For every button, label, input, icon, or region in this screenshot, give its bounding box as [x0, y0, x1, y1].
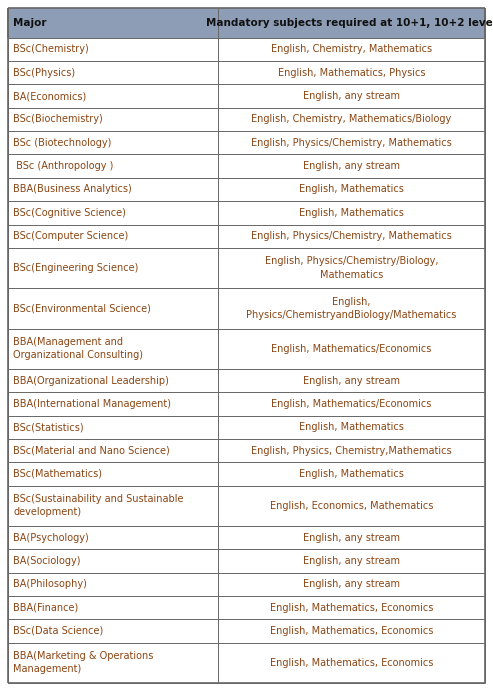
Text: BBA(Finance): BBA(Finance) [13, 603, 78, 613]
Bar [8, 619, 485, 643]
Text: English, Physics/Chemistry/Biology,
Mathematics: English, Physics/Chemistry/Biology, Math… [265, 256, 438, 280]
Text: BSc(Environmental Science): BSc(Environmental Science) [13, 303, 151, 313]
Bar [8, 61, 485, 84]
Bar [8, 225, 485, 248]
Text: English, Mathematics: English, Mathematics [299, 469, 404, 479]
Bar [8, 131, 485, 155]
Text: English, any stream: English, any stream [303, 375, 400, 386]
Bar [8, 288, 485, 328]
Text: English, Mathematics: English, Mathematics [299, 184, 404, 194]
Text: Mandatory subjects required at 10+1, 10+2 level: Mandatory subjects required at 10+1, 10+… [206, 18, 493, 28]
Text: BSc (Anthropology ): BSc (Anthropology ) [13, 161, 113, 171]
Bar [8, 462, 485, 486]
Text: English,
Physics/ChemistryandBiology/Mathematics: English, Physics/ChemistryandBiology/Mat… [246, 296, 457, 320]
Text: BSc(Chemistry): BSc(Chemistry) [13, 44, 89, 55]
Text: English, Chemistry, Mathematics: English, Chemistry, Mathematics [271, 44, 432, 55]
Bar [8, 643, 485, 683]
Text: English, any stream: English, any stream [303, 579, 400, 589]
Text: BSc (Biotechnology): BSc (Biotechnology) [13, 138, 111, 148]
Text: BSc(Biochemistry): BSc(Biochemistry) [13, 115, 103, 124]
Bar [8, 201, 485, 225]
Bar [8, 38, 485, 61]
Text: English, Mathematics, Economics: English, Mathematics, Economics [270, 603, 433, 613]
Bar [8, 526, 485, 549]
Text: BBA(International Management): BBA(International Management) [13, 399, 171, 409]
Bar [8, 248, 485, 288]
Text: English, any stream: English, any stream [303, 91, 400, 101]
Text: English, Chemistry, Mathematics/Biology: English, Chemistry, Mathematics/Biology [251, 115, 452, 124]
Bar [8, 178, 485, 201]
Text: English, Mathematics: English, Mathematics [299, 422, 404, 433]
Text: BA(Economics): BA(Economics) [13, 91, 86, 101]
Text: English, any stream: English, any stream [303, 161, 400, 171]
Bar [8, 84, 485, 108]
Text: BSc(Data Science): BSc(Data Science) [13, 626, 103, 636]
Text: BSc(Material and Nano Science): BSc(Material and Nano Science) [13, 446, 170, 455]
Text: English, Mathematics, Economics: English, Mathematics, Economics [270, 658, 433, 668]
Bar [8, 486, 485, 526]
Bar [8, 415, 485, 439]
Text: English, Economics, Mathematics: English, Economics, Mathematics [270, 501, 433, 511]
Text: BBA(Business Analytics): BBA(Business Analytics) [13, 184, 132, 194]
Text: English, any stream: English, any stream [303, 533, 400, 542]
Bar [8, 108, 485, 131]
Text: English, Mathematics, Economics: English, Mathematics, Economics [270, 626, 433, 636]
Text: English, Physics, Chemistry,Mathematics: English, Physics, Chemistry,Mathematics [251, 446, 452, 455]
Text: English, Mathematics, Physics: English, Mathematics, Physics [278, 68, 425, 78]
Text: Major: Major [13, 18, 46, 28]
Text: English, Physics/Chemistry, Mathematics: English, Physics/Chemistry, Mathematics [251, 231, 452, 241]
Text: BSc(Cognitive Science): BSc(Cognitive Science) [13, 208, 126, 218]
Text: BA(Philosophy): BA(Philosophy) [13, 579, 87, 589]
Bar [8, 549, 485, 573]
Text: BSc(Engineering Science): BSc(Engineering Science) [13, 263, 139, 273]
Bar [8, 573, 485, 596]
Text: English, Mathematics/Economics: English, Mathematics/Economics [271, 343, 432, 354]
Text: English, Mathematics/Economics: English, Mathematics/Economics [271, 399, 432, 409]
Bar [8, 8, 485, 38]
Bar [8, 439, 485, 462]
Text: English, any stream: English, any stream [303, 556, 400, 566]
Text: English, Physics/Chemistry, Mathematics: English, Physics/Chemistry, Mathematics [251, 138, 452, 148]
Bar [8, 392, 485, 415]
Bar [8, 369, 485, 392]
Text: BBA(Marketing & Operations
Management): BBA(Marketing & Operations Management) [13, 651, 153, 674]
Text: BSc(Mathematics): BSc(Mathematics) [13, 469, 102, 479]
Text: BA(Sociology): BA(Sociology) [13, 556, 80, 566]
Text: BSc(Sustainability and Sustainable
development): BSc(Sustainability and Sustainable devel… [13, 494, 183, 518]
Text: BSc(Physics): BSc(Physics) [13, 68, 75, 78]
Bar [8, 155, 485, 178]
Text: BBA(Organizational Leadership): BBA(Organizational Leadership) [13, 375, 169, 386]
Text: BA(Psychology): BA(Psychology) [13, 533, 89, 542]
Text: BSc(Computer Science): BSc(Computer Science) [13, 231, 128, 241]
Text: BSc(Statistics): BSc(Statistics) [13, 422, 84, 433]
Bar [8, 328, 485, 369]
Text: BBA(Management and
Organizational Consulting): BBA(Management and Organizational Consul… [13, 337, 143, 360]
Text: English, Mathematics: English, Mathematics [299, 208, 404, 218]
Bar [8, 596, 485, 619]
